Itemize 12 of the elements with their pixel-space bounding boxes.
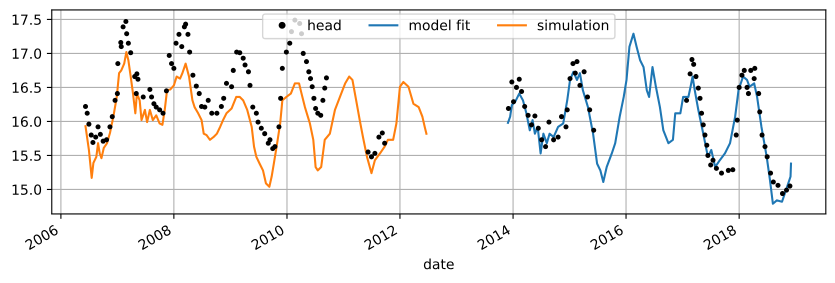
legend-label: model fit [410,20,470,30]
legend-label: simulation [538,20,608,30]
y-tick-label: 16.5 [12,82,41,93]
y-tick-label: 16.0 [12,116,42,127]
y-tick-label: 15.5 [12,150,41,161]
y-tick-label: 17.0 [12,48,42,59]
x-axis-title: date [424,258,454,270]
y-tick-label: 17.5 [12,14,41,25]
y-tick-label: 15.0 [12,184,42,195]
line-series [506,32,792,205]
line-series [84,51,428,188]
legend-label: head [308,20,341,30]
